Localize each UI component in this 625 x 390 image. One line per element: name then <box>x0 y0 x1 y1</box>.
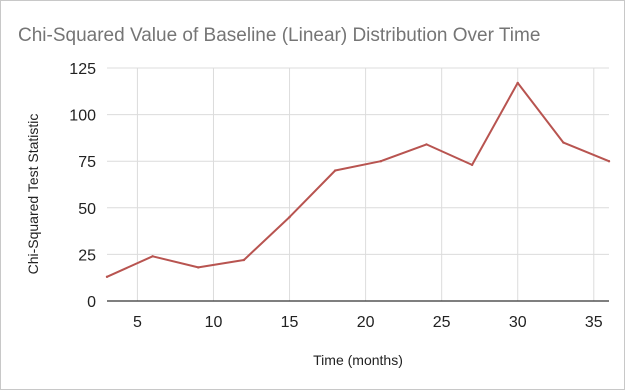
data-point <box>333 169 337 172</box>
x-tick-label: 25 <box>433 314 451 331</box>
x-tick-label: 20 <box>357 314 375 331</box>
x-tick-label: 5 <box>133 314 142 331</box>
y-tick-label: 0 <box>87 294 96 311</box>
y-tick-label: 25 <box>78 247 96 264</box>
series-line <box>106 81 610 278</box>
y-axis-title: Chi-Squared Test Statistic <box>25 114 41 275</box>
y-tick-label: 100 <box>69 108 96 125</box>
data-point <box>516 81 519 85</box>
x-tick-label: 35 <box>585 314 603 331</box>
data-point <box>425 143 428 146</box>
data-point <box>197 266 200 269</box>
chart-title: Chi-Squared Value of Baseline (Linear) D… <box>18 25 540 46</box>
data-point <box>288 215 291 219</box>
data-point <box>151 255 154 258</box>
x-tick-label: 30 <box>509 314 527 331</box>
data-point <box>562 141 565 144</box>
y-tick-label: 75 <box>78 154 96 171</box>
y-tick-label: 125 <box>69 61 96 78</box>
x-tick-label: 15 <box>281 314 299 331</box>
series-group <box>105 81 611 278</box>
data-point <box>242 258 246 262</box>
y-tick-label: 50 <box>78 201 96 218</box>
data-point <box>379 160 383 163</box>
data-point <box>105 275 109 278</box>
data-point <box>470 163 474 167</box>
x-axis-ticks: 5 10 15 20 25 30 35 <box>133 314 603 331</box>
y-axis-ticks: 0 25 50 75 100 125 <box>69 61 96 311</box>
data-point <box>607 160 611 163</box>
x-tick-label: 10 <box>205 314 223 331</box>
x-axis-title: Time (months) <box>313 352 403 368</box>
